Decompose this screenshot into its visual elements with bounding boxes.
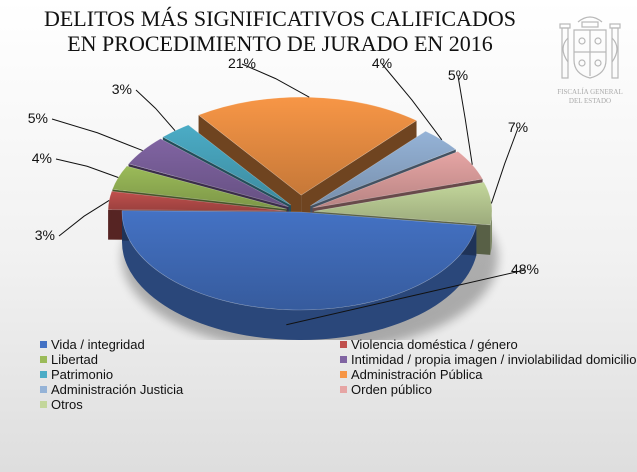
- legend-item: Administración Pública: [340, 367, 483, 382]
- leader-line: [135, 89, 176, 132]
- data-label: 3%: [112, 81, 132, 97]
- data-label: 48%: [511, 261, 539, 277]
- data-label: 21%: [228, 55, 256, 71]
- chart-title-line-2: EN PROCEDIMIENTO DE JURADO EN 2016: [67, 31, 493, 56]
- legend-label: Intimidad / propia imagen / inviolabilid…: [351, 352, 637, 367]
- slice-orden-p-blico: [312, 151, 484, 209]
- data-label: 4%: [32, 150, 52, 166]
- chart-title-line-1: DELITOS MÁS SIGNIFICATIVOS CALIFICADOS: [43, 6, 517, 31]
- slice-vida-integridad: [121, 210, 477, 311]
- data-label: 5%: [28, 110, 48, 126]
- legend-swatch: [40, 341, 47, 348]
- emblem-text-2: DEL ESTADO: [569, 97, 611, 105]
- legend-item: Patrimonio: [40, 367, 113, 382]
- legend-item: Vida / integridad: [40, 337, 145, 352]
- leader-line: [241, 63, 310, 98]
- legend-label: Libertad: [51, 352, 98, 367]
- legend-item: Administración Justicia: [40, 382, 183, 397]
- chart-title: DELITOS MÁS SIGNIFICATIVOS CALIFICADOS E…: [0, 6, 560, 56]
- data-labels: 48% 3% 4% 5% 3% 21% 4% 5% 7%: [28, 55, 539, 277]
- legend-swatch: [340, 371, 347, 378]
- slice-side-otros: [490, 211, 492, 255]
- data-label: 3%: [35, 227, 55, 243]
- slice-intimidad-propia-imagen-inviolabilidad-domicilio: [128, 138, 289, 208]
- legend-swatch: [40, 356, 47, 363]
- coat-of-arms-icon: FISCALÍA GENERAL DEL ESTADO: [557, 16, 623, 105]
- legend-label: Vida / integridad: [51, 337, 145, 352]
- slice-side-vida-integridad: [122, 212, 477, 340]
- pie-chart: 48% 3% 4% 5% 3% 21% 4% 5% 7%: [28, 55, 539, 340]
- legend-label: Patrimonio: [51, 367, 114, 382]
- legend-label: Administración Justicia: [51, 382, 184, 397]
- legend: Vida / integridad Violencia doméstica / g…: [40, 337, 637, 417]
- legend-label: Otros: [51, 397, 83, 412]
- data-label: 5%: [448, 67, 468, 83]
- leader-line: [490, 127, 519, 204]
- legend-item: Violencia doméstica / género: [340, 337, 518, 352]
- legend-swatch: [40, 371, 47, 378]
- legend-item: Otros: [40, 397, 83, 412]
- legend-swatch: [40, 386, 47, 393]
- leader-lines: [51, 63, 526, 326]
- data-label: 4%: [372, 55, 392, 71]
- leader-line: [381, 63, 443, 141]
- legend-swatch: [340, 341, 347, 348]
- legend-label: Violencia doméstica / género: [351, 337, 518, 352]
- legend-item: Intimidad / propia imagen / inviolabilid…: [340, 352, 636, 367]
- legend-swatch: [340, 386, 347, 393]
- leader-line: [51, 118, 143, 152]
- pie-slices: [107, 96, 493, 311]
- legend-label: Administración Pública: [351, 367, 483, 382]
- legend-label: Orden público: [351, 382, 432, 397]
- legend-item: Orden público: [340, 382, 432, 397]
- leader-line: [286, 269, 526, 326]
- legend-swatch: [340, 356, 347, 363]
- slice-patrimonio: [162, 124, 292, 206]
- slice-otros: [313, 181, 493, 226]
- legend-swatch: [40, 401, 47, 408]
- leader-line: [55, 158, 119, 178]
- leader-line: [58, 200, 110, 237]
- slice-libertad: [111, 165, 287, 210]
- data-label: 7%: [508, 119, 528, 135]
- legend-item: Libertad: [40, 352, 98, 367]
- emblem-text-1: FISCALÍA GENERAL: [557, 88, 623, 96]
- leader-line: [457, 75, 473, 165]
